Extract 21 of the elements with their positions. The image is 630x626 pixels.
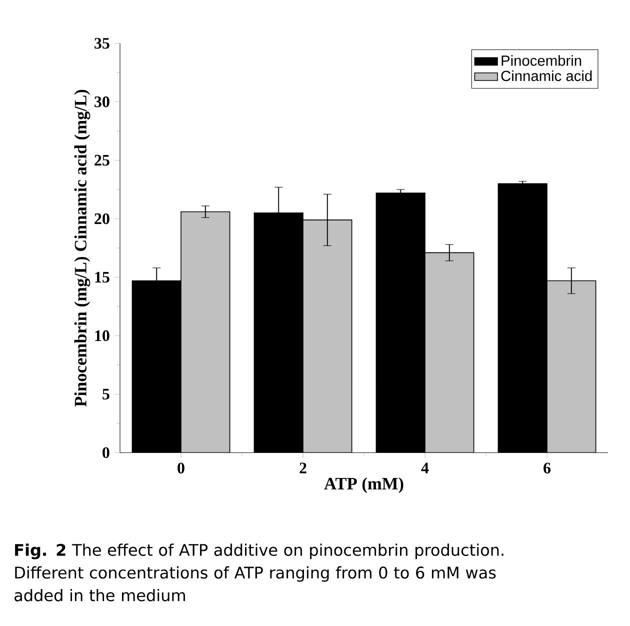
bar [180, 211, 230, 453]
y-tick-label: 30 [94, 96, 110, 108]
legend-label: Cinnamic acid [501, 70, 592, 82]
y-tick-label: 20 [94, 213, 110, 224]
x-axis-title: ATP (mM) [324, 477, 404, 494]
y-tick-label: 0 [102, 447, 110, 458]
y-tick-label: 10 [95, 330, 110, 342]
legend-label: Pinocembrin [502, 55, 582, 66]
x-tick-label: 6 [544, 462, 551, 474]
x-tick-label: 0 [178, 462, 184, 474]
bar [424, 252, 474, 453]
bar [546, 280, 596, 453]
text: Fig. 2 The effect of ATP additive on pinocembrin production. Different concentrations of ATP ranging from 0 to 6 mM was added in the medium [14, 544, 504, 602]
y-tick-label: 35 [94, 38, 110, 49]
x-tick-label: 4 [421, 462, 429, 474]
x-tick-label: 2 [300, 462, 306, 474]
bar [302, 220, 352, 453]
y-tick-label: 15 [95, 272, 110, 283]
y-tick-label: 5 [102, 388, 110, 400]
y-tick-label: 25 [94, 154, 110, 166]
y-axis-title: Pinocembrin (mg/L) Cinnamic acid (mg/L) [74, 90, 90, 407]
